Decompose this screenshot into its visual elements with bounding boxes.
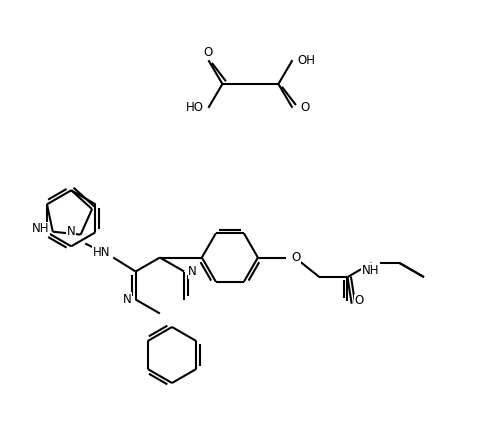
Text: O: O [204, 46, 213, 59]
Text: NH: NH [362, 264, 379, 276]
Text: N: N [188, 265, 197, 278]
Text: HN: HN [92, 246, 110, 259]
Text: O: O [354, 295, 364, 307]
Text: NH: NH [32, 222, 50, 235]
Text: OH: OH [298, 54, 316, 67]
Text: HO: HO [186, 101, 204, 114]
Text: O: O [300, 101, 310, 114]
Text: N: N [123, 293, 132, 306]
Text: N: N [67, 225, 76, 238]
Text: O: O [291, 251, 300, 264]
